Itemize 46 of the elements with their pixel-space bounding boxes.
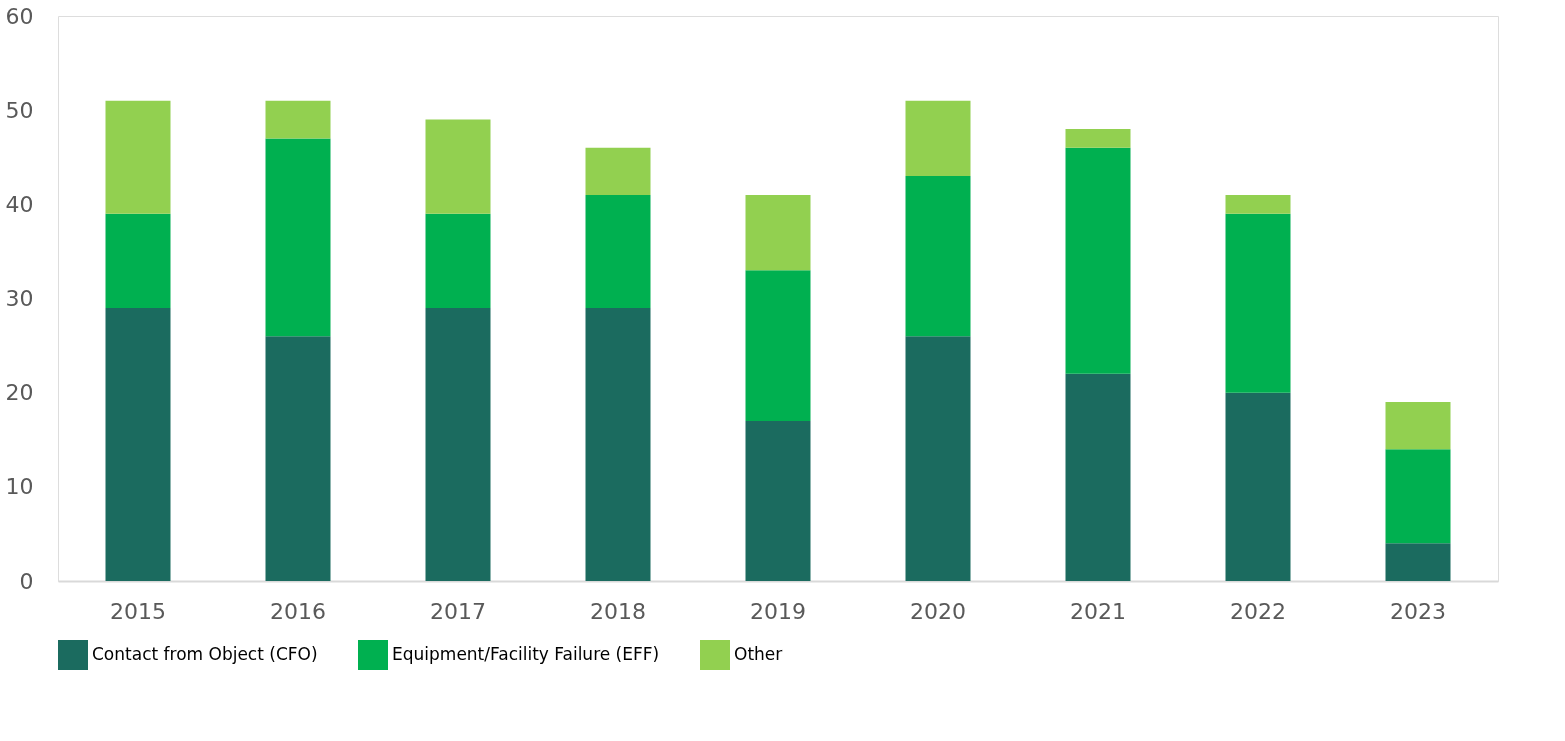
- bar: [425, 119, 491, 214]
- y-tick-label: 50: [5, 97, 34, 123]
- x-tick-label: 2019: [750, 598, 806, 624]
- bar: [1065, 129, 1131, 148]
- bar: [745, 270, 811, 421]
- x-tick-label: 2015: [110, 598, 166, 624]
- x-tick-label: 2023: [1390, 598, 1446, 624]
- legend-label: Other: [734, 644, 783, 664]
- bar: [905, 100, 971, 177]
- y-tick-label: 0: [19, 568, 34, 594]
- y-tick-label: 30: [5, 286, 34, 311]
- bar: [1385, 449, 1451, 544]
- legend-label: Contact from Object (CFO): [92, 644, 318, 664]
- bar: [905, 176, 971, 337]
- y-tick-label: 60: [5, 3, 34, 29]
- x-tick-label: 2020: [910, 598, 966, 624]
- bar: [1385, 543, 1451, 581]
- x-tick-label: 2017: [430, 598, 486, 624]
- legend-label: Equipment/Facility Failure (EFF): [392, 644, 660, 664]
- bar: [105, 307, 171, 581]
- bar: [1065, 373, 1131, 581]
- x-tick-label: 2018: [590, 598, 646, 624]
- y-tick-label: 10: [5, 474, 34, 500]
- bar: [1385, 402, 1451, 450]
- bar: [745, 420, 811, 581]
- bar: [1065, 147, 1131, 374]
- x-tick-label: 2022: [1230, 598, 1286, 624]
- bar: [265, 336, 331, 581]
- x-tick-label: 2016: [270, 598, 326, 624]
- bar: [585, 307, 651, 581]
- bar: [425, 307, 491, 581]
- y-tick-label: 20: [5, 380, 34, 406]
- bar: [585, 194, 651, 308]
- bar: [105, 100, 171, 214]
- bar: [905, 336, 971, 581]
- bar: [425, 213, 491, 308]
- bar: [1225, 213, 1291, 393]
- x-tick-label: 2021: [1070, 598, 1126, 624]
- y-tick-label: 40: [5, 191, 34, 217]
- bar: [265, 138, 331, 337]
- bar: [265, 100, 331, 139]
- bar: [1225, 194, 1291, 214]
- bar: [1225, 392, 1291, 581]
- bar: [745, 194, 811, 271]
- bar: [585, 147, 651, 195]
- bar: [105, 213, 171, 308]
